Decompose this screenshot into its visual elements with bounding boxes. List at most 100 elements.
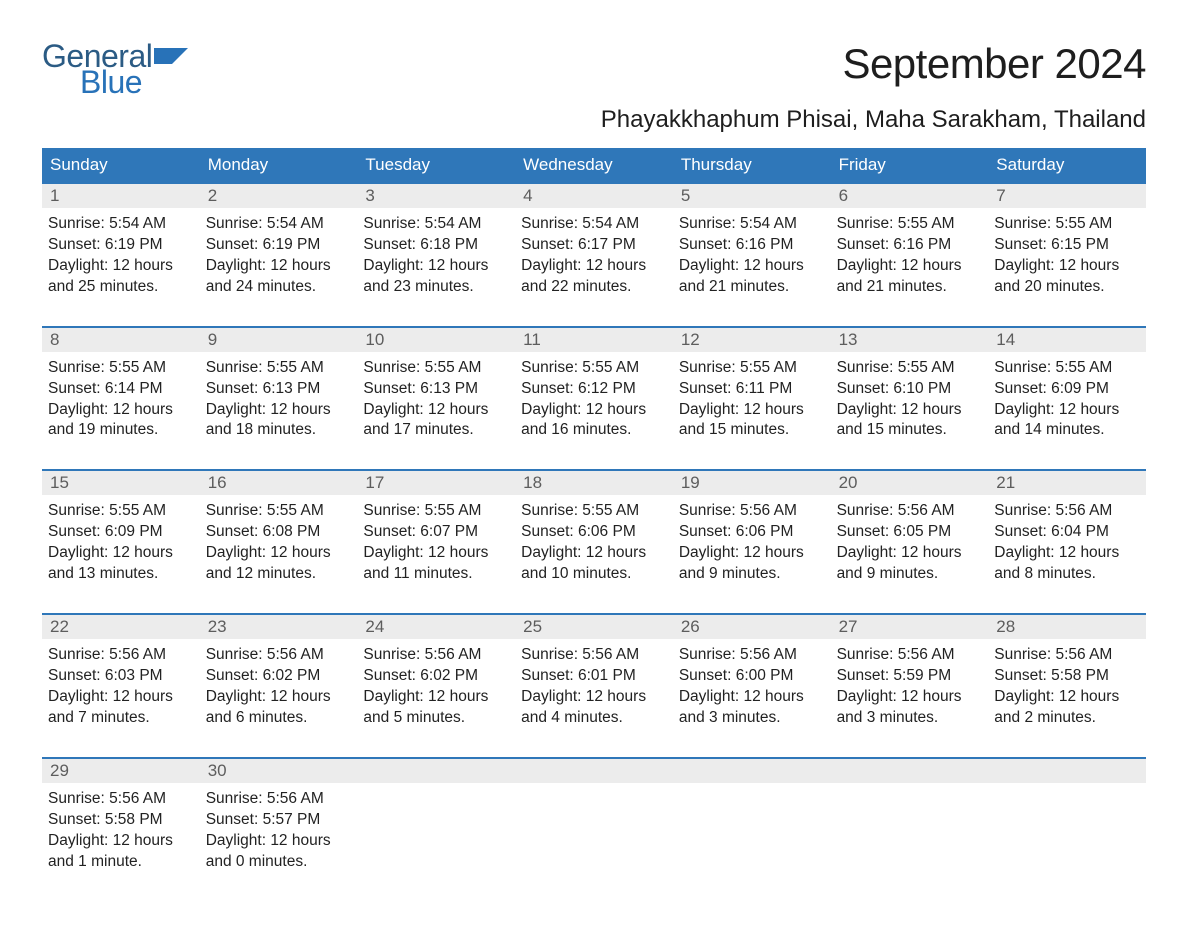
calendar-cell: 26Sunrise: 5:56 AMSunset: 6:00 PMDayligh… xyxy=(673,613,831,757)
col-head-thu: Thursday xyxy=(673,148,831,182)
calendar-cell: 13Sunrise: 5:55 AMSunset: 6:10 PMDayligh… xyxy=(831,326,989,470)
calendar-cell xyxy=(515,757,673,901)
dl2-text: and 22 minutes. xyxy=(521,277,667,298)
day-number: 20 xyxy=(839,473,858,492)
dl2-text: and 4 minutes. xyxy=(521,708,667,729)
sunrise-text: Sunrise: 5:55 AM xyxy=(48,501,194,522)
sunrise-text: Sunrise: 5:55 AM xyxy=(521,501,667,522)
sunrise-text: Sunrise: 5:56 AM xyxy=(837,501,983,522)
calendar-cell: 20Sunrise: 5:56 AMSunset: 6:05 PMDayligh… xyxy=(831,469,989,613)
sunrise-text: Sunrise: 5:55 AM xyxy=(837,358,983,379)
dl2-text: and 2 minutes. xyxy=(994,708,1140,729)
sunrise-text: Sunrise: 5:55 AM xyxy=(363,358,509,379)
day-number: 6 xyxy=(839,186,848,205)
dl2-text: and 15 minutes. xyxy=(837,420,983,441)
dl2-text: and 19 minutes. xyxy=(48,420,194,441)
day-number: 30 xyxy=(208,761,227,780)
day-bar xyxy=(515,757,673,783)
calendar-cell: 29Sunrise: 5:56 AMSunset: 5:58 PMDayligh… xyxy=(42,757,200,901)
sunset-text: Sunset: 6:13 PM xyxy=(206,379,352,400)
sunrise-text: Sunrise: 5:55 AM xyxy=(206,358,352,379)
dl2-text: and 13 minutes. xyxy=(48,564,194,585)
dl2-text: and 16 minutes. xyxy=(521,420,667,441)
day-number: 11 xyxy=(523,330,541,349)
calendar-cell: 12Sunrise: 5:55 AMSunset: 6:11 PMDayligh… xyxy=(673,326,831,470)
day-bar: 27 xyxy=(831,613,989,639)
sunset-text: Sunset: 6:15 PM xyxy=(994,235,1140,256)
sunrise-text: Sunrise: 5:56 AM xyxy=(837,645,983,666)
sunset-text: Sunset: 6:13 PM xyxy=(363,379,509,400)
header: General Blue September 2024 xyxy=(42,40,1146,98)
dl2-text: and 12 minutes. xyxy=(206,564,352,585)
day-bar: 6 xyxy=(831,182,989,208)
sunrise-text: Sunrise: 5:56 AM xyxy=(206,789,352,810)
dl1-text: Daylight: 12 hours xyxy=(837,687,983,708)
dl1-text: Daylight: 12 hours xyxy=(48,543,194,564)
calendar-cell: 6Sunrise: 5:55 AMSunset: 6:16 PMDaylight… xyxy=(831,182,989,326)
sunrise-text: Sunrise: 5:55 AM xyxy=(994,214,1140,235)
sunrise-text: Sunrise: 5:54 AM xyxy=(363,214,509,235)
dl1-text: Daylight: 12 hours xyxy=(837,400,983,421)
day-bar xyxy=(831,757,989,783)
day-bar xyxy=(357,757,515,783)
dl1-text: Daylight: 12 hours xyxy=(48,687,194,708)
sunset-text: Sunset: 5:59 PM xyxy=(837,666,983,687)
sunset-text: Sunset: 6:18 PM xyxy=(363,235,509,256)
day-number: 10 xyxy=(365,330,384,349)
day-number: 13 xyxy=(839,330,858,349)
day-number: 27 xyxy=(839,617,858,636)
dl2-text: and 8 minutes. xyxy=(994,564,1140,585)
dl2-text: and 21 minutes. xyxy=(679,277,825,298)
col-head-sun: Sunday xyxy=(42,148,200,182)
col-head-wed: Wednesday xyxy=(515,148,673,182)
day-bar: 5 xyxy=(673,182,831,208)
day-bar: 3 xyxy=(357,182,515,208)
dl2-text: and 23 minutes. xyxy=(363,277,509,298)
col-head-mon: Monday xyxy=(200,148,358,182)
day-number: 8 xyxy=(50,330,59,349)
calendar-cell: 8Sunrise: 5:55 AMSunset: 6:14 PMDaylight… xyxy=(42,326,200,470)
calendar-cell: 19Sunrise: 5:56 AMSunset: 6:06 PMDayligh… xyxy=(673,469,831,613)
day-number: 9 xyxy=(208,330,217,349)
sunrise-text: Sunrise: 5:55 AM xyxy=(521,358,667,379)
sunrise-text: Sunrise: 5:55 AM xyxy=(206,501,352,522)
calendar-cell: 16Sunrise: 5:55 AMSunset: 6:08 PMDayligh… xyxy=(200,469,358,613)
day-bar: 19 xyxy=(673,469,831,495)
dl1-text: Daylight: 12 hours xyxy=(206,400,352,421)
calendar-cell: 18Sunrise: 5:55 AMSunset: 6:06 PMDayligh… xyxy=(515,469,673,613)
dl2-text: and 9 minutes. xyxy=(679,564,825,585)
calendar-cell: 9 Sunrise: 5:55 AMSunset: 6:13 PMDaylight… xyxy=(200,326,358,470)
day-bar: 12 xyxy=(673,326,831,352)
calendar-cell xyxy=(357,757,515,901)
calendar-cell: 21Sunrise: 5:56 AMSunset: 6:04 PMDayligh… xyxy=(988,469,1146,613)
page-title: September 2024 xyxy=(842,40,1146,88)
sunrise-text: Sunrise: 5:54 AM xyxy=(48,214,194,235)
day-number: 7 xyxy=(996,186,1005,205)
sunset-text: Sunset: 6:05 PM xyxy=(837,522,983,543)
sunset-text: Sunset: 5:58 PM xyxy=(48,810,194,831)
sunrise-text: Sunrise: 5:56 AM xyxy=(206,645,352,666)
day-number: 25 xyxy=(523,617,542,636)
sunrise-text: Sunrise: 5:55 AM xyxy=(837,214,983,235)
logo-word-2: Blue xyxy=(80,66,188,98)
calendar-cell: 17Sunrise: 5:55 AMSunset: 6:07 PMDayligh… xyxy=(357,469,515,613)
dl1-text: Daylight: 12 hours xyxy=(363,687,509,708)
day-bar: 22 xyxy=(42,613,200,639)
day-bar: 8 xyxy=(42,326,200,352)
dl2-text: and 20 minutes. xyxy=(994,277,1140,298)
dl2-text: and 21 minutes. xyxy=(837,277,983,298)
dl1-text: Daylight: 12 hours xyxy=(521,256,667,277)
dl2-text: and 15 minutes. xyxy=(679,420,825,441)
day-bar: 18 xyxy=(515,469,673,495)
calendar-cell: 23Sunrise: 5:56 AMSunset: 6:02 PMDayligh… xyxy=(200,613,358,757)
calendar-cell: 24Sunrise: 5:56 AMSunset: 6:02 PMDayligh… xyxy=(357,613,515,757)
dl2-text: and 18 minutes. xyxy=(206,420,352,441)
sunset-text: Sunset: 6:16 PM xyxy=(679,235,825,256)
sunrise-text: Sunrise: 5:56 AM xyxy=(521,645,667,666)
dl2-text: and 10 minutes. xyxy=(521,564,667,585)
sunrise-text: Sunrise: 5:54 AM xyxy=(679,214,825,235)
dl2-text: and 24 minutes. xyxy=(206,277,352,298)
sunset-text: Sunset: 6:08 PM xyxy=(206,522,352,543)
dl1-text: Daylight: 12 hours xyxy=(363,543,509,564)
day-bar: 13 xyxy=(831,326,989,352)
